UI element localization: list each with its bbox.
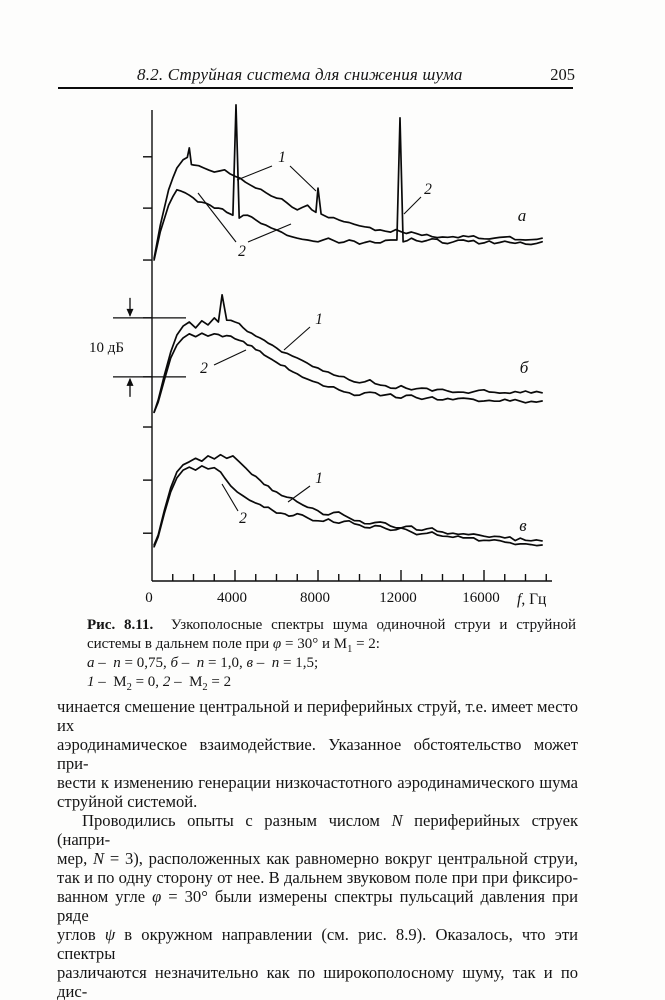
figure-8-11: 0 4000 8000 12000 16000 f, Гц 10 дБ 1 2 2 а 1 2 б 1 2 в [89,104,552,608]
leader-line [403,196,422,215]
body-line: мер, N = 3), расположенных как равномерн… [57,849,578,868]
curve-label: 2 [200,360,208,377]
x-axis-title: f, Гц [517,591,546,608]
figure-8-11-chart: 0 4000 8000 12000 16000 f, Гц 10 дБ 1 2 2 а 1 2 б 1 2 в [89,104,552,608]
caption-line: системы в дальнем поле при φ = 30° и М1 … [87,636,380,655]
curve-label: 2 [239,510,247,527]
curve-label: 2 [424,181,432,198]
body-line: так и по одну сторону от нее. В дальнем … [57,868,578,887]
figure-caption: Рис. 8.11. Узкополосные спектры шума оди… [87,616,576,693]
body-text: чинается смешение центральной и перифери… [57,697,578,1000]
scale-marker-label: 10 дБ [89,340,124,356]
curve-в-1 [153,453,543,546]
leader-line [236,165,273,181]
x-tick-label: 4000 [217,590,247,606]
body-line: вести к изменению генерации низкочастотн… [57,773,578,792]
leader-line [283,326,311,351]
running-head-title: 8.2. Струйная система для снижения шума [137,65,463,84]
leader-line [197,192,237,243]
panel-letter: в [519,516,527,535]
curve-б-2 [153,332,543,414]
curve-а-1 [153,147,543,260]
panel-а: 1 2 2 а [153,104,543,261]
curve-label: 1 [315,311,323,328]
x-tick-label: 16000 [462,590,500,606]
body-line: углов ψ в окружном направлении (см. рис.… [57,925,578,963]
curve-label: 2 [238,243,246,260]
caption-line: 1 – М2 = 0, 2 – М2 = 2 [87,674,232,693]
curve-label: 1 [315,470,323,487]
body-line: Проводились опыты с разным числом N пери… [57,811,579,849]
curve-б-1 [153,293,543,414]
panel-в: 1 2 в [153,453,543,548]
panel-letter: б [520,358,529,377]
body-line: различаются незначительно как по широкоп… [57,963,578,1000]
body-line: струйной системой. [57,792,198,811]
leader-line [247,223,292,243]
curve-в-2 [153,465,543,548]
leader-line [221,483,239,512]
body-line: чинается смешение центральной и перифери… [57,697,578,735]
x-tick-label: 12000 [379,590,417,606]
arrow-down-icon [126,308,134,317]
leader-line [289,165,317,192]
caption-line: а – n = 0,75, б – n = 1,0, в – n = 1,5; [87,655,319,671]
leader-line [287,485,311,503]
panel-б: 1 2 б [153,293,543,414]
axes [143,110,552,582]
body-line: аэродинамическое взаимодействие. Указанн… [57,735,578,773]
caption-line: Рис. 8.11. Узкополосные спектры шума оди… [87,617,576,633]
page-number: 205 [550,65,575,84]
x-tick-label: 8000 [300,590,330,606]
leader-line [213,349,247,366]
arrow-up-icon [126,377,134,386]
x-tick-labels: 0 4000 8000 12000 16000 [145,590,500,606]
curve-а-2 [153,104,543,261]
x-tick-label: 0 [145,590,153,606]
panel-letter: а [518,206,527,225]
curve-label: 1 [278,149,286,166]
header-rule [58,87,573,89]
body-line: ванном угле φ = 30° были измерены спектр… [57,887,579,925]
